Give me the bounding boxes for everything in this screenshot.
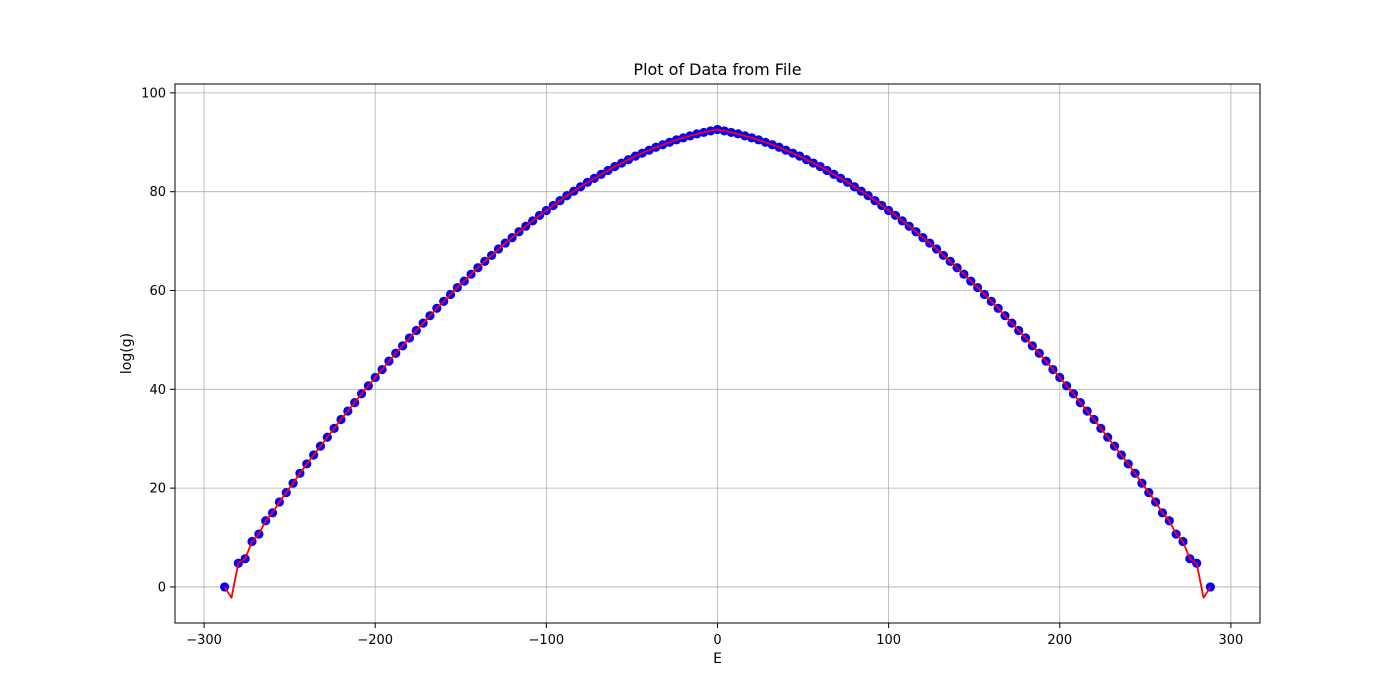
y-tick-label: 40 <box>149 383 166 398</box>
y-axis-label: log(g) <box>119 333 135 374</box>
chart-title: Plot of Data from File <box>633 60 801 79</box>
x-tick-label: −300 <box>186 633 222 648</box>
x-tick-label: 100 <box>876 633 901 648</box>
y-tick-label: 80 <box>149 185 166 200</box>
x-tick-label: 200 <box>1047 633 1072 648</box>
x-tick-label: −100 <box>529 633 565 648</box>
y-tick-label: 20 <box>149 482 166 497</box>
x-tick-label: −200 <box>357 633 393 648</box>
y-tick-label: 0 <box>158 580 166 595</box>
y-tick-label: 100 <box>141 86 166 101</box>
x-axis-label: E <box>713 651 722 667</box>
x-tick-label: 0 <box>713 633 721 648</box>
y-tick-label: 60 <box>149 284 166 299</box>
axis-ticks: −300 −200 −100 0 100 200 300 0 20 40 60 80 100 <box>141 86 1243 648</box>
grid <box>175 84 1260 623</box>
series-line <box>223 128 1212 599</box>
x-tick-label: 300 <box>1218 633 1243 648</box>
line-series <box>223 128 1212 599</box>
